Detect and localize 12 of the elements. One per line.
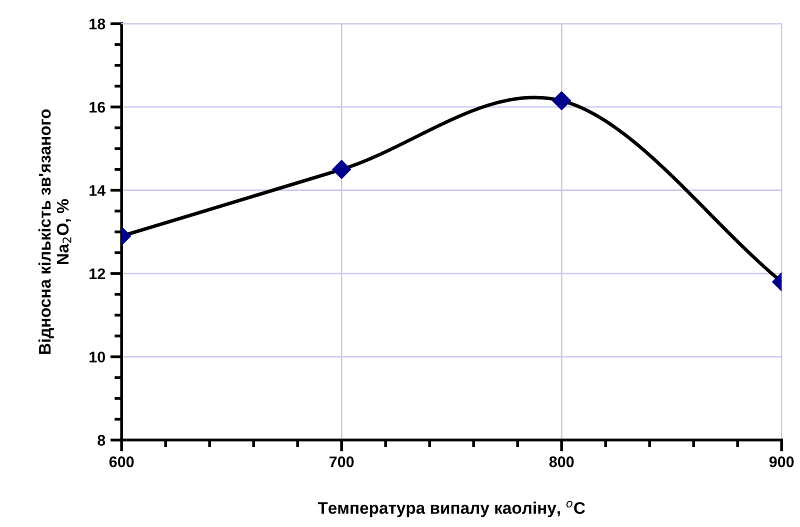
x-tick-label: 900 bbox=[769, 456, 794, 468]
x-tick-label: 700 bbox=[330, 456, 354, 468]
x-tick-label: 800 bbox=[549, 456, 574, 468]
y-tick-label: 12 bbox=[90, 268, 106, 280]
y-tick-label: 14 bbox=[90, 185, 106, 196]
x-tick-label: 600 bbox=[109, 456, 134, 468]
y-axis-title: Відносна кількість зв'язаного Na$_{2}$O, % bbox=[38, 109, 72, 354]
y-tick-label: 8 bbox=[98, 434, 106, 446]
x-axis-title: Температура випалу каоліну, $^{o}$C bbox=[318, 500, 586, 518]
y-tick-label: 16 bbox=[90, 102, 106, 113]
y-tick-label: 18 bbox=[90, 18, 106, 30]
y-tick-label: 10 bbox=[90, 352, 106, 362]
